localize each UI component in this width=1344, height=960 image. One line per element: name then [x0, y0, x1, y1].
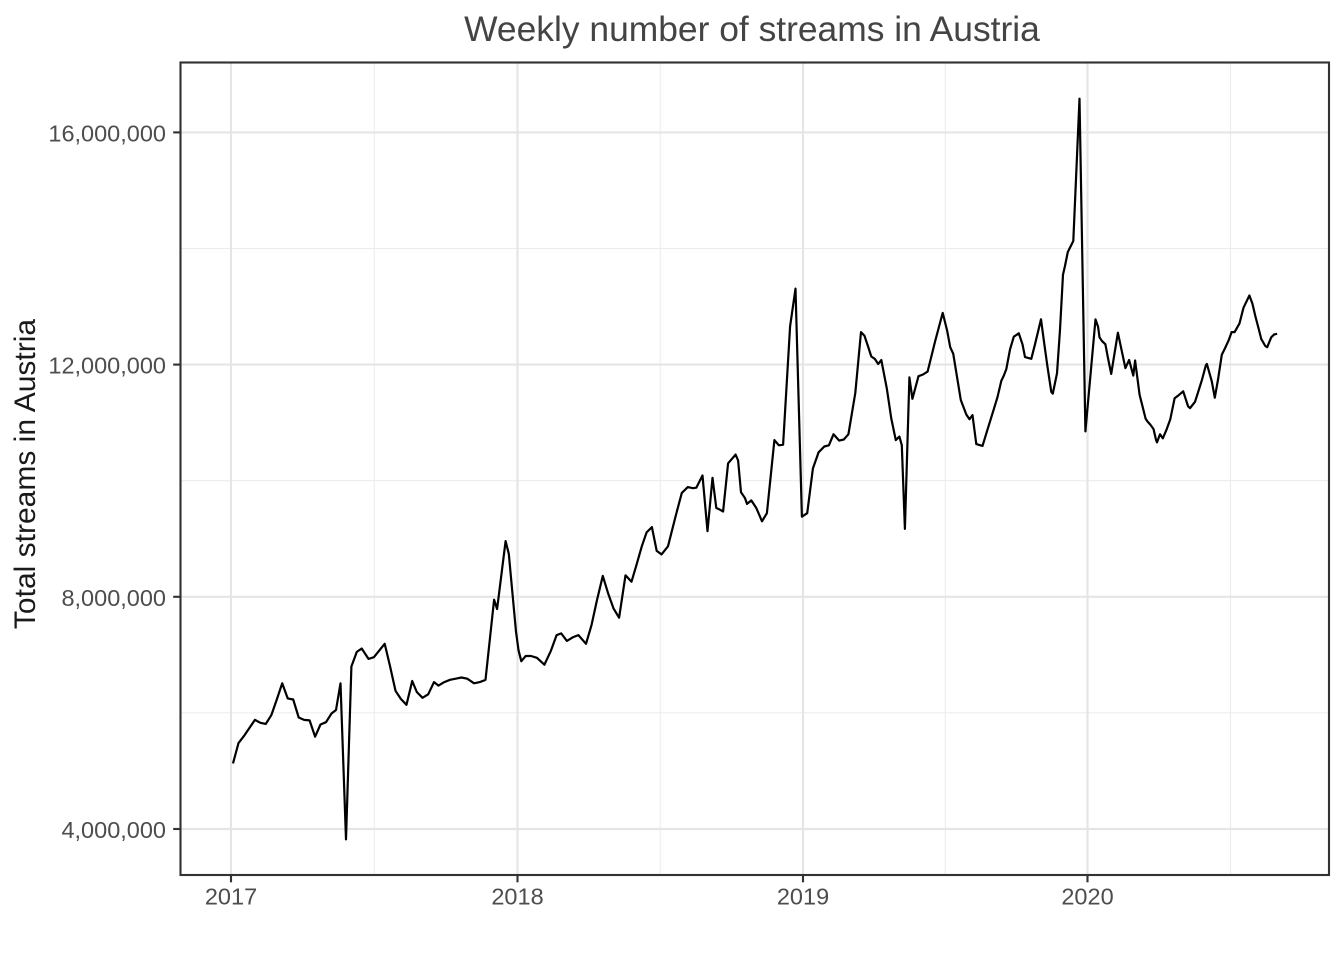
- svg-text:2017: 2017: [205, 884, 257, 910]
- svg-text:2020: 2020: [1061, 884, 1113, 910]
- svg-text:12,000,000: 12,000,000: [48, 353, 166, 379]
- svg-text:4,000,000: 4,000,000: [61, 817, 166, 843]
- svg-text:Total streams in Austria: Total streams in Austria: [9, 319, 42, 629]
- svg-text:Weekly number of streams in Au: Weekly number of streams in Austria: [464, 9, 1040, 49]
- svg-text:16,000,000: 16,000,000: [48, 120, 166, 146]
- svg-text:2019: 2019: [777, 884, 829, 910]
- svg-text:2018: 2018: [491, 884, 543, 910]
- svg-text:8,000,000: 8,000,000: [61, 585, 166, 611]
